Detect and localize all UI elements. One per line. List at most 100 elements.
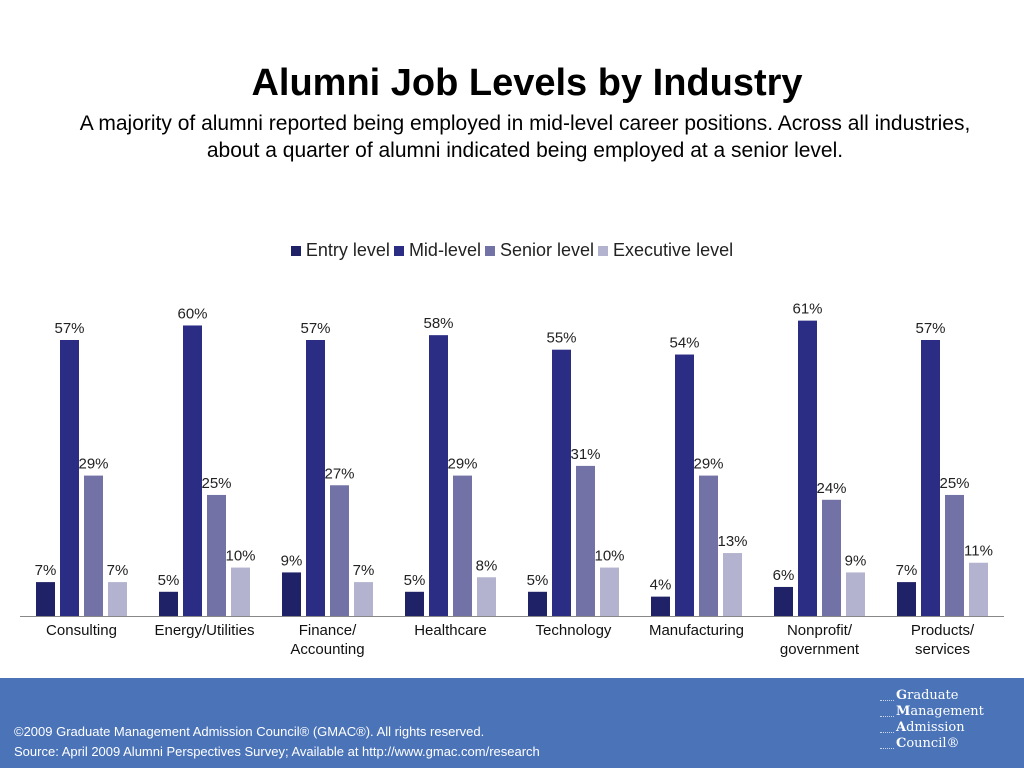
bar	[723, 553, 742, 616]
logo-rest: raduate	[907, 688, 959, 703]
bar	[921, 340, 940, 616]
data-label: 57%	[915, 320, 945, 337]
logo-rest: anagement	[910, 704, 984, 719]
data-label: 25%	[201, 475, 231, 492]
bar	[282, 572, 301, 616]
bar	[528, 591, 547, 616]
data-label: 24%	[816, 480, 846, 497]
data-label: 9%	[281, 552, 303, 569]
bar	[207, 494, 226, 616]
legend-swatch	[598, 245, 609, 256]
legend-swatch	[484, 245, 495, 256]
chart-subtitle: A majority of alumni reported being empl…	[79, 112, 971, 162]
bar-chart: 7% 57% 29% 7% Consulting 5% 60% 25% 10% Energy/Ut…	[20, 301, 1004, 658]
logo-cap: G	[896, 688, 908, 703]
bar	[822, 499, 841, 616]
footer-source: Source: April 2009 Alumni Perspectives S…	[14, 744, 540, 759]
bar	[774, 586, 793, 616]
legend-label: Mid-level	[408, 240, 481, 260]
footer-copyright: ©2009 Graduate Management Admission Coun…	[14, 724, 485, 739]
bar	[453, 475, 472, 616]
data-label: 7%	[107, 562, 129, 579]
legend-label: Executive level	[613, 240, 734, 260]
bar	[576, 465, 595, 616]
category-label: services	[915, 641, 970, 658]
legend-label: Senior level	[499, 240, 595, 260]
category-label: Energy/Utilities	[154, 622, 254, 639]
data-label: 61%	[792, 301, 822, 318]
legend-item: Entry level	[290, 240, 390, 261]
bar	[600, 567, 619, 616]
chart-legend: Entry level Mid-level Senior level Executiv…	[0, 240, 1024, 261]
bar	[330, 485, 349, 616]
logo-cap: M	[896, 704, 911, 719]
bar	[354, 582, 373, 616]
data-label: 58%	[423, 315, 453, 332]
data-label: 7%	[35, 562, 57, 579]
data-label: 5%	[404, 572, 426, 589]
chart-title: Alumni Job Levels by Industry	[251, 62, 803, 104]
bar	[231, 567, 250, 616]
legend-swatch	[290, 245, 301, 256]
bar	[699, 475, 718, 616]
data-label: 5%	[527, 572, 549, 589]
category-label: Consulting	[46, 622, 117, 639]
data-label: 29%	[693, 456, 723, 473]
bar	[897, 582, 916, 616]
data-label: 7%	[353, 562, 375, 579]
bar	[477, 577, 496, 616]
data-label: 4%	[650, 577, 672, 594]
data-label: 57%	[54, 320, 84, 337]
data-label: 27%	[324, 465, 354, 482]
data-label: 60%	[177, 305, 207, 322]
bar	[429, 335, 448, 616]
bar	[798, 320, 817, 616]
legend-item: Executive level	[598, 240, 733, 261]
category-label: Technology	[536, 622, 612, 639]
data-label: 7%	[896, 562, 918, 579]
logo-rest: ouncil®	[906, 736, 960, 751]
data-label: 31%	[570, 446, 600, 463]
category-label: Nonprofit/	[787, 622, 853, 639]
data-label: 25%	[939, 475, 969, 492]
data-label: 13%	[717, 533, 747, 550]
legend-item: Mid-level	[393, 240, 481, 261]
bar	[108, 582, 127, 616]
data-label: 55%	[546, 330, 576, 347]
category-label: Manufacturing	[649, 622, 744, 639]
logo-dots	[880, 708, 894, 717]
bar	[651, 596, 670, 616]
logo-dots	[880, 692, 894, 701]
bar	[60, 340, 79, 616]
bar	[306, 340, 325, 616]
data-label: 5%	[158, 572, 180, 589]
legend-label: Entry level	[305, 240, 390, 260]
data-label: 54%	[669, 335, 699, 352]
bar	[84, 475, 103, 616]
bar	[405, 591, 424, 616]
category-label: Healthcare	[414, 622, 487, 639]
category-label: Finance/	[299, 622, 357, 639]
bar	[159, 591, 178, 616]
logo-rest: dmission	[906, 720, 965, 735]
data-label: 29%	[78, 456, 108, 473]
category-label: government	[780, 641, 860, 658]
data-label: 10%	[225, 548, 255, 565]
logo-dots	[880, 724, 894, 733]
logo-cap: C	[896, 736, 907, 751]
legend-swatch	[393, 245, 404, 256]
data-label: 29%	[447, 456, 477, 473]
logo-cap: A	[896, 720, 907, 735]
bar	[183, 325, 202, 616]
logo-dots	[880, 740, 894, 749]
data-label: 9%	[845, 552, 867, 569]
bar	[36, 582, 55, 616]
bar	[675, 354, 694, 616]
bar	[945, 494, 964, 616]
bar	[846, 572, 865, 616]
data-label: 8%	[476, 557, 498, 574]
